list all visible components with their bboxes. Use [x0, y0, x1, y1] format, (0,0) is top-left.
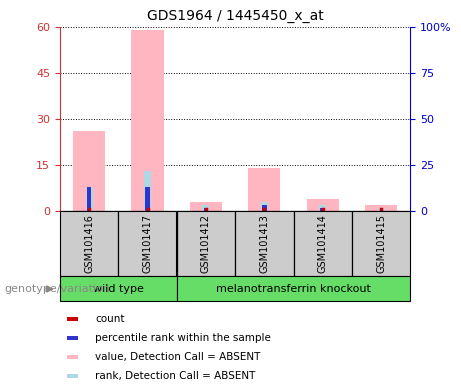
Bar	[320, 208, 325, 211]
Bar	[73, 131, 105, 211]
Text: melanotransferrin knockout: melanotransferrin knockout	[216, 284, 371, 294]
Bar	[86, 187, 93, 211]
Bar	[204, 208, 208, 211]
Text: value, Detection Call = ABSENT: value, Detection Call = ABSENT	[95, 352, 260, 362]
Bar	[67, 374, 78, 378]
Bar	[307, 199, 339, 211]
Text: wild type: wild type	[93, 284, 144, 294]
Text: GSM101414: GSM101414	[318, 214, 328, 273]
Bar	[261, 202, 268, 211]
Text: GSM101416: GSM101416	[84, 214, 94, 273]
Text: GSM101417: GSM101417	[142, 214, 153, 273]
Bar	[67, 316, 78, 321]
Bar	[177, 211, 235, 276]
Bar	[60, 276, 177, 301]
Bar	[67, 355, 78, 359]
Bar	[365, 205, 397, 211]
Text: count: count	[95, 314, 124, 324]
Title: GDS1964 / 1445450_x_at: GDS1964 / 1445450_x_at	[147, 9, 324, 23]
Bar	[294, 211, 352, 276]
Text: genotype/variation: genotype/variation	[5, 284, 111, 294]
Bar	[202, 205, 209, 211]
Bar	[118, 211, 177, 276]
Bar	[235, 211, 294, 276]
Bar	[144, 171, 151, 211]
Bar	[177, 276, 410, 301]
Text: GSM101415: GSM101415	[376, 214, 386, 273]
Bar	[352, 211, 410, 276]
Bar	[87, 187, 91, 211]
Text: GSM101412: GSM101412	[201, 214, 211, 273]
Bar	[248, 168, 280, 211]
Bar	[190, 202, 222, 211]
Bar	[60, 211, 118, 276]
Bar	[262, 205, 266, 211]
Bar	[67, 336, 78, 340]
Bar	[378, 208, 384, 211]
Bar	[319, 205, 326, 211]
Text: percentile rank within the sample: percentile rank within the sample	[95, 333, 271, 343]
Text: rank, Detection Call = ABSENT: rank, Detection Call = ABSENT	[95, 371, 255, 381]
Bar	[131, 30, 164, 211]
Bar	[145, 187, 150, 211]
Text: GSM101413: GSM101413	[259, 214, 269, 273]
